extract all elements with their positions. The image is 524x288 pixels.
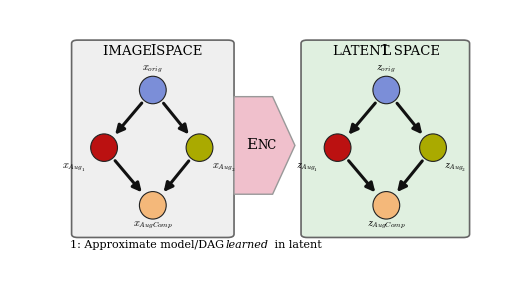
- Text: $z_{orig}$: $z_{orig}$: [377, 64, 396, 75]
- Text: 1: Approximate model/DAG: 1: Approximate model/DAG: [70, 240, 227, 250]
- Text: learned: learned: [226, 240, 269, 250]
- Text: $z_{Aug_2}$: $z_{Aug_2}$: [444, 161, 466, 173]
- Text: NC: NC: [258, 139, 277, 152]
- Ellipse shape: [373, 76, 400, 104]
- Text: $z_{AugComp}$: $z_{AugComp}$: [367, 220, 406, 231]
- Ellipse shape: [324, 134, 351, 161]
- Ellipse shape: [91, 134, 117, 161]
- Ellipse shape: [373, 192, 400, 219]
- Text: LATENT SPACE: LATENT SPACE: [333, 45, 440, 58]
- Text: $x_{Aug_2}$: $x_{Aug_2}$: [212, 161, 236, 173]
- Text: I: I: [150, 44, 156, 58]
- Text: $x_{Aug_1}$: $x_{Aug_1}$: [62, 161, 85, 173]
- Ellipse shape: [139, 76, 166, 104]
- Text: E: E: [246, 139, 258, 152]
- Text: in latent: in latent: [270, 240, 321, 250]
- Polygon shape: [234, 97, 295, 194]
- Text: L: L: [381, 44, 391, 58]
- Ellipse shape: [139, 192, 166, 219]
- Text: $x_{AugComp}$: $x_{AugComp}$: [133, 220, 173, 231]
- FancyBboxPatch shape: [301, 40, 470, 238]
- Text: $z_{Aug_1}$: $z_{Aug_1}$: [296, 161, 318, 173]
- Text: $x_{orig}$: $x_{orig}$: [143, 64, 163, 75]
- Ellipse shape: [186, 134, 213, 161]
- FancyBboxPatch shape: [72, 40, 234, 238]
- Text: IMAGE SPACE: IMAGE SPACE: [103, 45, 202, 58]
- Ellipse shape: [420, 134, 446, 161]
